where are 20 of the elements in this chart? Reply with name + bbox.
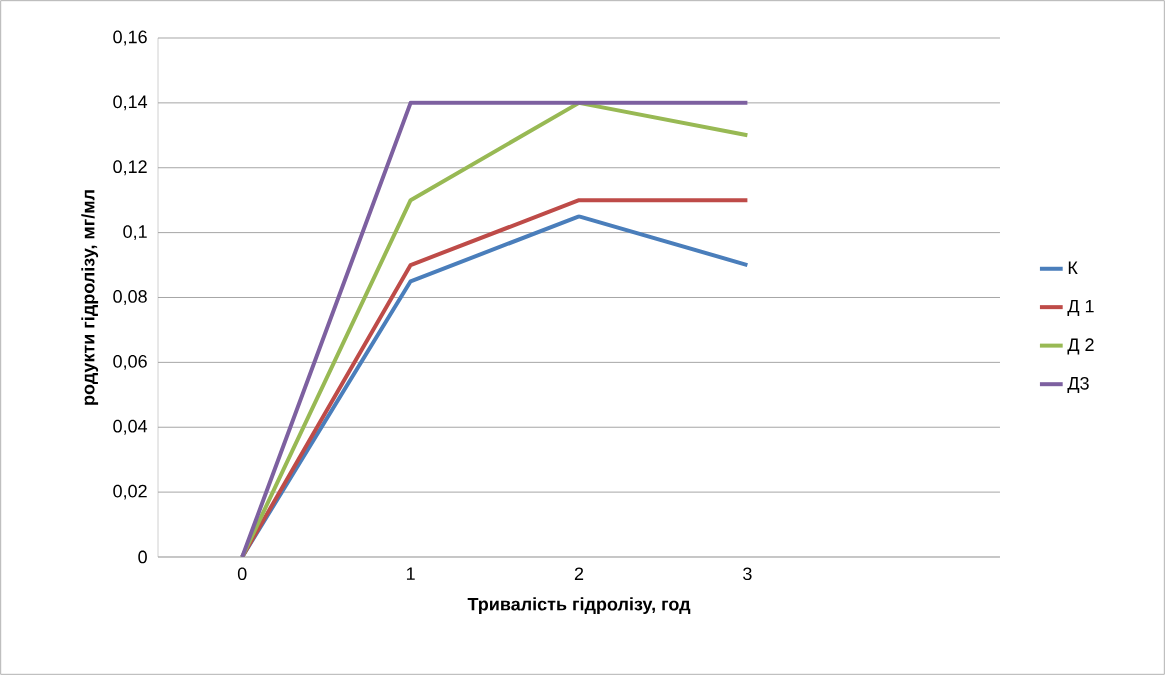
y-tick-label: 0 bbox=[138, 550, 147, 564]
y-tick-label: 0,06 bbox=[113, 354, 147, 370]
y-axis-title: родукти гідролізу, мг/мл bbox=[81, 190, 99, 405]
line-series bbox=[240, 100, 750, 557]
y-tick-label: 0,1 bbox=[123, 225, 147, 241]
y-tick-label: 0,14 bbox=[113, 95, 148, 111]
legend-label: Д 1 bbox=[1067, 299, 1094, 316]
legend-label: Д3 bbox=[1067, 376, 1089, 394]
x-axis-title: Тривалість гідролізу, год bbox=[467, 597, 691, 615]
y-tick-label: 0,16 bbox=[113, 30, 147, 46]
legend-label: К bbox=[1068, 261, 1078, 274]
x-tick-label: 3 bbox=[743, 567, 752, 581]
x-tick-label: 1 bbox=[406, 567, 415, 580]
y-tick-label: 0,12 bbox=[113, 160, 147, 176]
y-tick-label: 0,08 bbox=[113, 290, 147, 305]
y-tick-label: 0,02 bbox=[113, 484, 147, 500]
x-tick-label: 0 bbox=[237, 567, 247, 581]
y-tick-label: 0,04 bbox=[113, 419, 148, 435]
legend-label: Д 2 bbox=[1067, 338, 1094, 355]
x-tick-label: 2 bbox=[574, 567, 584, 580]
